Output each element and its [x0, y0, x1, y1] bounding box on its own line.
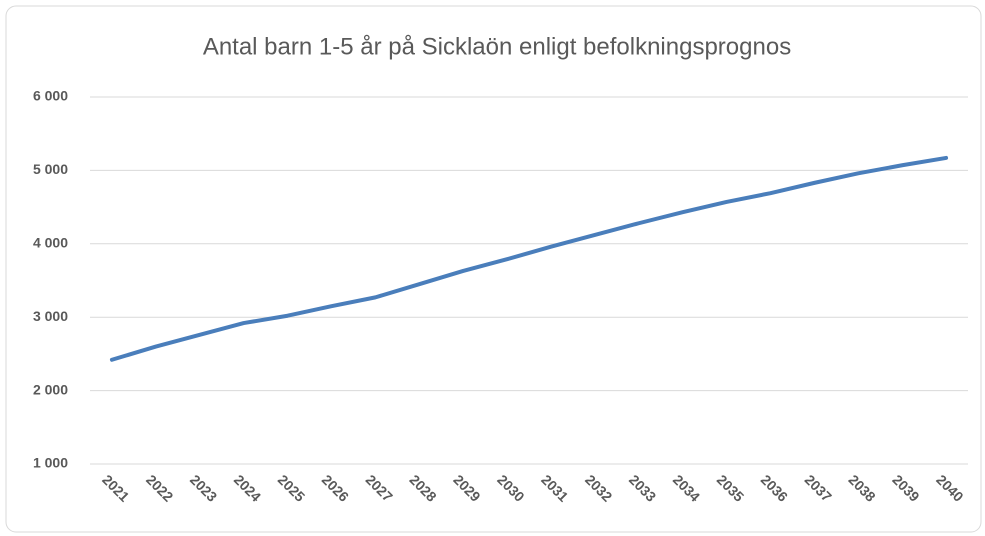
y-tick-label: 4 000	[33, 235, 68, 251]
chart-frame	[5, 5, 982, 533]
y-tick-label: 1 000	[33, 455, 68, 471]
chart-title: Antal barn 1-5 år på Sicklaön enligt bef…	[203, 33, 791, 60]
y-tick-label: 2 000	[33, 381, 68, 397]
y-tick-label: 3 000	[33, 308, 68, 324]
line-series	[109, 155, 949, 362]
y-tick-label: 5 000	[33, 161, 68, 177]
y-tick-label: 6 000	[33, 88, 68, 104]
